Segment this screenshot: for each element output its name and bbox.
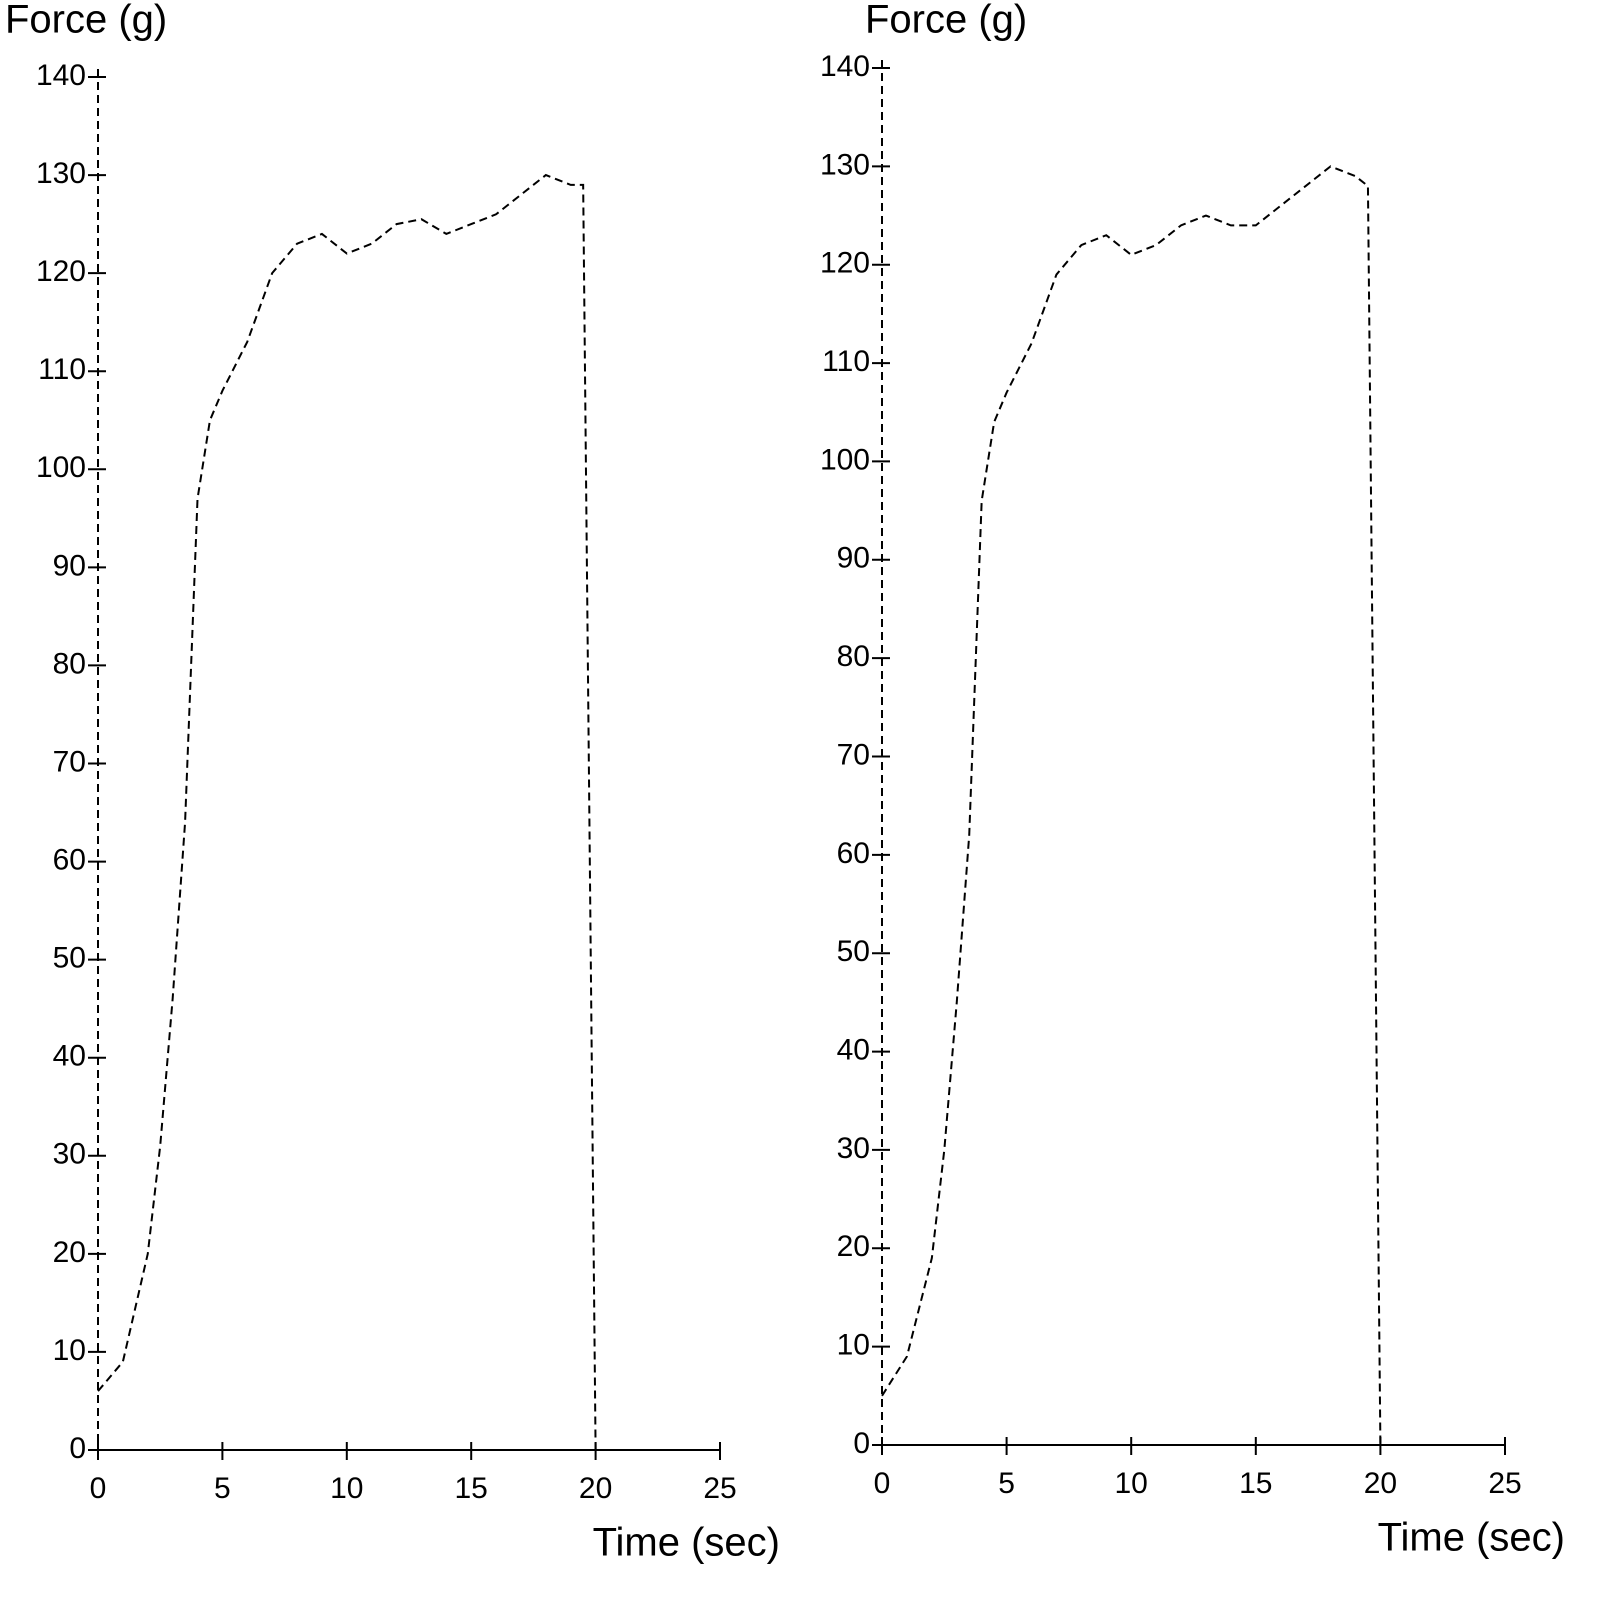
- y-tick-label: 80: [837, 640, 870, 673]
- y-tick-label: 50: [53, 942, 86, 975]
- x-tick-label: 25: [703, 1472, 736, 1505]
- x-tick-label: 20: [1364, 1467, 1397, 1500]
- y-tick-label: 140: [36, 59, 86, 92]
- y-tick-label: 130: [36, 157, 86, 190]
- y-tick-label: 110: [38, 353, 86, 386]
- y-tick-label: 60: [53, 843, 86, 876]
- y-tick-label: 40: [837, 1033, 870, 1066]
- x-tick-label: 10: [1115, 1467, 1148, 1500]
- x-tick-label: 15: [1239, 1467, 1272, 1500]
- data-line: [881, 165, 1382, 1446]
- y-tick-label: 70: [53, 745, 86, 778]
- y-tick-label: 20: [53, 1236, 86, 1269]
- y-tick-label: 80: [53, 647, 86, 680]
- y-tick-label: 40: [53, 1040, 86, 1073]
- y-tick-label: 120: [820, 247, 870, 280]
- y-tick-label: 110: [822, 345, 870, 378]
- x-tick-label: 5: [214, 1472, 231, 1505]
- x-axis-label: Time (sec): [1378, 1516, 1565, 1560]
- y-tick-label: 100: [820, 443, 870, 476]
- x-tick-label: 10: [330, 1472, 363, 1505]
- y-tick-label: 10: [837, 1329, 870, 1362]
- y-tick-label: 130: [820, 148, 870, 181]
- y-tick-label: 100: [36, 451, 86, 484]
- y-tick-label: 90: [837, 542, 870, 575]
- y-tick-label: 30: [53, 1138, 86, 1171]
- y-tick-label: 60: [837, 837, 870, 870]
- x-tick-label: 15: [455, 1472, 488, 1505]
- y-axis-label: Force (g): [5, 0, 167, 42]
- y-tick-label: 10: [53, 1334, 86, 1367]
- y-tick-label: 90: [53, 549, 86, 582]
- y-tick-label: 140: [820, 50, 870, 83]
- x-tick-label: 0: [90, 1472, 107, 1505]
- data-line: [97, 173, 597, 1451]
- x-tick-label: 25: [1488, 1467, 1521, 1500]
- x-tick-label: 20: [579, 1472, 612, 1505]
- y-tick-label: 30: [837, 1132, 870, 1165]
- y-tick-label: 0: [853, 1427, 870, 1460]
- y-axis-label: Force (g): [865, 0, 1027, 42]
- y-tick-label: 50: [837, 935, 870, 968]
- x-tick-label: 0: [874, 1467, 891, 1500]
- x-axis-label: Time (sec): [593, 1521, 780, 1565]
- y-tick-label: 0: [69, 1432, 86, 1465]
- y-tick-label: 120: [36, 255, 86, 288]
- y-tick-label: 70: [837, 738, 870, 771]
- y-tick-label: 20: [837, 1230, 870, 1263]
- x-tick-label: 5: [998, 1467, 1015, 1500]
